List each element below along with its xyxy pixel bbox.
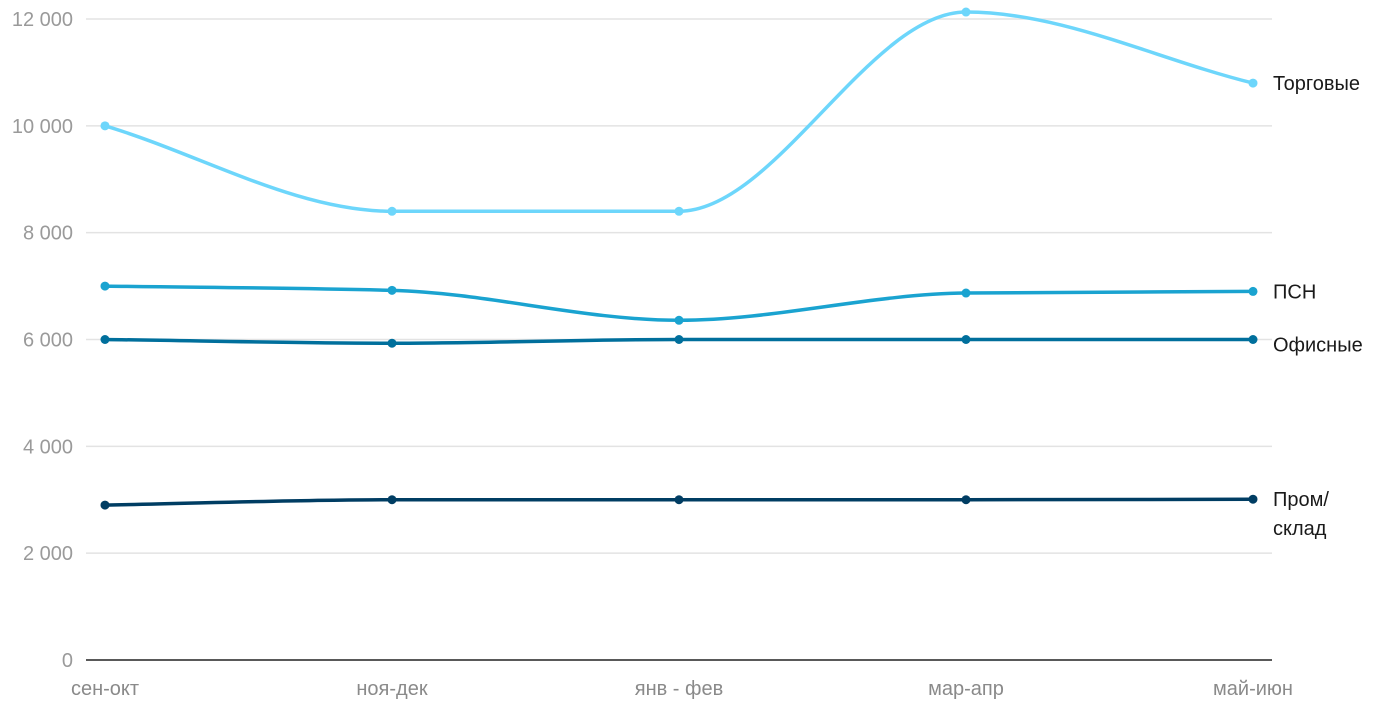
data-point (674, 206, 684, 216)
y-axis: 0 2 000 4 000 6 000 8 000 10 000 12 000 (12, 9, 73, 672)
x-tick-label: ноя-дек (356, 678, 427, 700)
data-point (100, 281, 110, 291)
series-labels: Торговые ПСН Офисные Пром/склад (1273, 73, 1363, 540)
y-tick-label: 12 000 (12, 9, 73, 31)
data-point (1248, 335, 1258, 344)
data-point (387, 338, 397, 348)
data-point (1248, 494, 1258, 504)
data-point (387, 285, 397, 295)
data-point (387, 206, 397, 216)
series-label: Пром/ (1273, 489, 1329, 511)
y-tick-label: 8 000 (23, 223, 73, 245)
data-point (961, 495, 971, 505)
series-label: Офисные (1273, 335, 1363, 357)
data-point (961, 7, 971, 17)
x-tick-label: май-июн (1213, 678, 1293, 700)
data-point (100, 500, 110, 510)
data-point (1248, 78, 1258, 88)
data-point (961, 288, 971, 298)
series-line-1 (104, 284, 1254, 323)
series-label: склад (1273, 518, 1327, 540)
x-tick-label: сен-окт (71, 678, 139, 700)
data-point (961, 335, 971, 344)
x-axis: сен-окт ноя-дек янв - фев мар-апр май-июн (71, 659, 1293, 700)
x-tick-label: мар-апр (928, 678, 1004, 700)
y-tick-label: 4 000 (23, 436, 73, 458)
y-tick-label: 10 000 (12, 116, 73, 138)
data-point (100, 121, 110, 131)
data-point (674, 495, 684, 505)
y-tick-label: 0 (62, 650, 73, 672)
series-group (100, 7, 1258, 510)
series-label: ПСН (1273, 281, 1316, 303)
series-label: Торговые (1273, 73, 1360, 95)
data-point (674, 335, 684, 344)
data-point (674, 315, 684, 325)
data-point (100, 335, 110, 344)
y-tick-label: 2 000 (23, 543, 73, 565)
x-tick-label: янв - фев (635, 678, 723, 700)
y-tick-label: 6 000 (23, 330, 73, 352)
gridlines (86, 18, 1272, 554)
series-line-0 (104, 10, 1254, 214)
data-point (1248, 286, 1258, 296)
data-point (387, 495, 397, 505)
